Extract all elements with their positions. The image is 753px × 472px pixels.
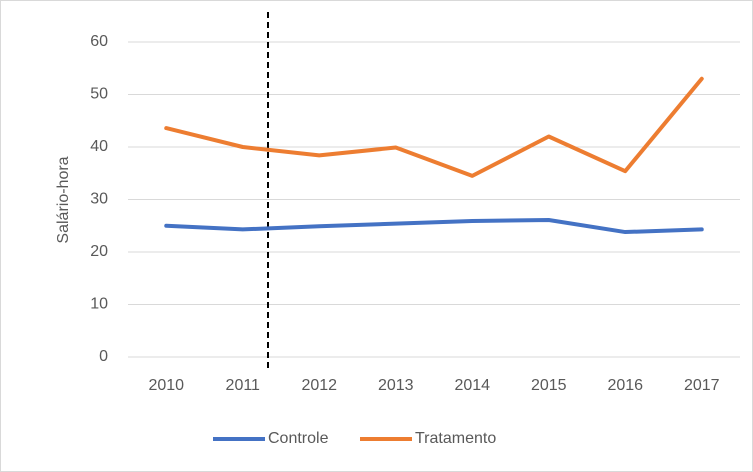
y-tick-label: 30 — [90, 191, 108, 208]
legend-label: Tratamento — [415, 430, 496, 447]
y-tick-label: 60 — [90, 33, 108, 50]
x-tick-label: 2011 — [226, 377, 261, 394]
x-tick-label: 2010 — [148, 377, 184, 394]
series-line — [164, 76, 704, 178]
y-tick-label: 10 — [90, 296, 108, 313]
x-tick-label: 2016 — [607, 377, 643, 394]
series-line — [164, 217, 704, 235]
y-tick-label: 20 — [90, 243, 108, 260]
x-tick-label: 2017 — [684, 377, 720, 394]
x-tick-label: 2012 — [301, 377, 337, 394]
legend-label: Controle — [268, 430, 329, 447]
y-tick-label: 0 — [99, 348, 108, 365]
x-tick-label: 2014 — [454, 377, 490, 394]
grid — [128, 41, 740, 358]
y-axis-label: Salário-hora — [55, 156, 72, 243]
x-tick-label: 2013 — [378, 377, 414, 394]
x-tick-label: 2015 — [531, 377, 567, 394]
y-tick-label: 50 — [90, 86, 108, 103]
y-tick-label: 40 — [90, 138, 108, 155]
